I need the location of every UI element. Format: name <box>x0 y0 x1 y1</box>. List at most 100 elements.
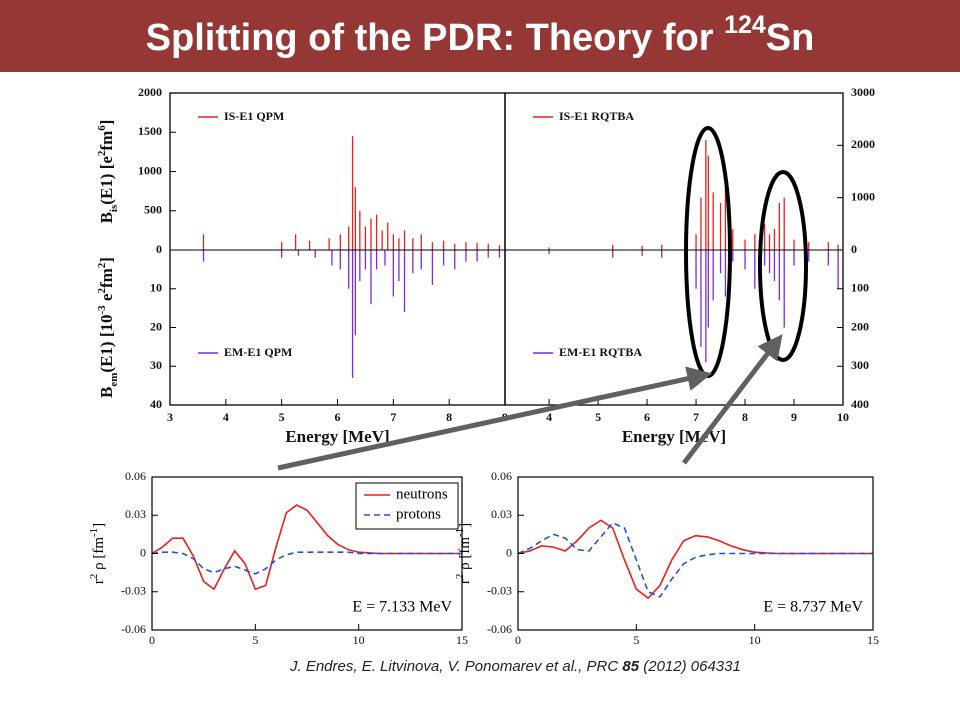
y2-tick-label: 30 <box>150 358 162 372</box>
highlights <box>684 126 808 378</box>
x-tick-label: 0 <box>515 633 521 647</box>
arrow <box>682 334 783 465</box>
line <box>151 551 462 575</box>
y-tick-label: -0.03 <box>487 584 512 598</box>
title-text: Sn <box>766 17 815 59</box>
x-tick-label: 15 <box>456 633 468 647</box>
legend-box <box>355 482 459 530</box>
legend-label: EM-E1 RQTBA <box>559 345 642 359</box>
y-tick-label: 0.06 <box>491 469 512 483</box>
y-tick-label: 500 <box>144 203 162 217</box>
label-part: B <box>97 212 116 223</box>
label-part: ] <box>97 120 116 126</box>
x-tick-label: 10 <box>837 410 849 424</box>
citation: J. Endres, E. Litvinova, V. Ponomarev et… <box>289 658 741 675</box>
label-part: 2 <box>88 574 100 580</box>
x-tick-label: 5 <box>279 410 285 424</box>
line <box>517 519 873 600</box>
x-tick-label: 5 <box>595 410 601 424</box>
label-part: 2 <box>96 150 108 156</box>
y2-tick-label: 300 <box>851 358 869 372</box>
y2-tick-label: 200 <box>851 319 869 333</box>
y2-tick-label: 20 <box>150 319 162 333</box>
y-tick-label: 0 <box>156 242 162 256</box>
line <box>517 521 873 598</box>
y-tick-label: 1000 <box>138 163 162 177</box>
y2-tick-label: 400 <box>851 397 869 411</box>
x-tick-label: 7 <box>693 410 699 424</box>
label-part: (E1) [e <box>97 156 116 205</box>
x-tick-label: 10 <box>749 633 761 647</box>
label-part: fm <box>97 131 116 151</box>
x-tick-label: 4 <box>546 410 552 424</box>
x-tick-label: 7 <box>390 410 396 424</box>
plot-frame <box>504 92 844 406</box>
slide-title: Splitting of the PDR: Theory for 124Sn <box>146 11 815 59</box>
title-bar <box>0 0 960 72</box>
label-part: 6 <box>96 125 108 131</box>
y-tick-label: 0.06 <box>125 469 146 483</box>
x-tick-label: 8 <box>742 410 748 424</box>
legend-label: EM-E1 QPM <box>224 345 292 359</box>
x-tick-label: 4 <box>223 410 229 424</box>
label-part: 2 <box>96 262 108 268</box>
label-part: ] <box>457 523 473 528</box>
label-part: ] <box>91 523 107 528</box>
x-axis-label: Energy [MeV] <box>285 427 389 446</box>
y2-tick-label: 40 <box>150 397 162 411</box>
y-tick-label: 2000 <box>851 137 875 151</box>
label-part: -1 <box>454 528 466 537</box>
axis-label: r2 ρ [fm-1] <box>454 523 474 584</box>
legend-label: protons <box>396 506 441 522</box>
y-tick-label: 0 <box>506 545 512 559</box>
label-part: is <box>108 204 120 212</box>
legend-label: neutrons <box>396 486 448 502</box>
x-tick-label: 3 <box>167 410 173 424</box>
y2-tick-label: 10 <box>150 281 162 295</box>
title-text: Splitting of the PDR: Theory for <box>146 17 724 59</box>
axis-label: Bem(E1) [10-3 e2fm2] <box>96 257 120 398</box>
label-part: -1 <box>88 528 100 537</box>
x-tick-label: 6 <box>644 410 650 424</box>
annotation: E = 7.133 MeV <box>352 599 452 616</box>
y-tick-label: 1000 <box>851 189 875 203</box>
y-tick-label: 1500 <box>138 124 162 138</box>
y2-tick-label: 100 <box>851 281 869 295</box>
x-tick-label: 8 <box>446 410 452 424</box>
axis-label: Bis(E1) [e2fm6] <box>96 120 120 224</box>
annotation: E = 8.737 MeV <box>763 599 863 616</box>
y-tick-label: 0 <box>851 242 857 256</box>
y-tick-label: 2000 <box>138 85 162 99</box>
y-tick-label: 0 <box>140 545 146 559</box>
label-part: em <box>108 373 120 387</box>
label-part: (E1) [10 <box>97 315 116 373</box>
x-tick-label: 0 <box>149 633 155 647</box>
label-part: e <box>97 293 116 305</box>
label-part: ρ [fm <box>91 537 107 574</box>
label-part: r <box>457 579 473 584</box>
y-tick-label: 0.03 <box>125 507 146 521</box>
y-tick-label: -0.06 <box>121 622 146 636</box>
y-tick-label: -0.03 <box>121 584 146 598</box>
axis-label: r2 ρ [fm-1] <box>88 523 108 584</box>
x-tick-label: 5 <box>252 633 258 647</box>
x-tick-label: 5 <box>633 633 639 647</box>
legend-label: IS-E1 QPM <box>224 109 284 123</box>
label-part: -3 <box>96 305 108 315</box>
x-tick-label: 6 <box>335 410 341 424</box>
label-part: B <box>97 387 116 398</box>
citation-text: J. Endres, E. Litvinova, V. Ponomarev et… <box>289 658 622 675</box>
label-part: fm <box>97 268 116 288</box>
label-part: 2 <box>454 574 466 580</box>
y-tick-label: 0.03 <box>491 507 512 521</box>
arrows <box>277 334 783 471</box>
x-tick-label: 10 <box>353 633 365 647</box>
legend-label: IS-E1 RQTBA <box>559 109 634 123</box>
citation-bold: 85 <box>622 658 639 675</box>
label-part: r <box>91 579 107 584</box>
y-tick-label: 3000 <box>851 85 875 99</box>
label-part: 2 <box>96 288 108 294</box>
